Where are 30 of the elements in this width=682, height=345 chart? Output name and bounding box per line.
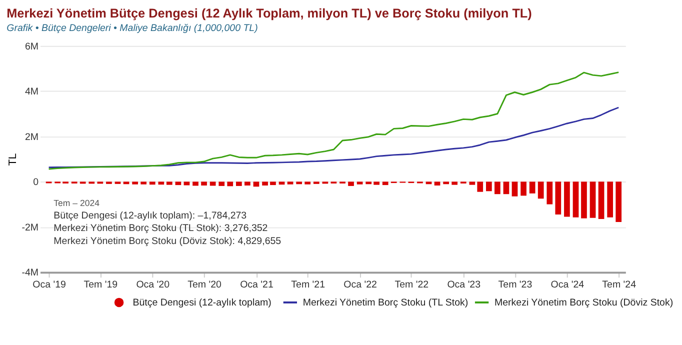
x-tick-label: Oca '22 [344,279,377,290]
y-tick-label: 0 [33,177,40,188]
x-tick-label: Tem '21 [291,279,326,290]
chart-subtitle: Grafik • Bütçe Dengeleri • Maliye Bakanlığı (1,000,000 TL) [6,23,258,34]
x-tick-label: Tem '22 [394,279,429,290]
annotation: Merkezi Yönetim Borç Stoku (TL Stok): 3,276,352 [54,223,268,234]
y-tick-label: 2M [24,132,39,143]
y-tick-label: -4M [22,268,39,279]
annotation: Bütçe Dengesi (12-aylık toplam): –1,784,273 [54,210,247,222]
x-tick-label: Tem '23 [498,279,532,290]
x-tick-label: Tem '19 [84,279,118,290]
legend-label: Bütçe Dengesi (12-aylık toplam) [132,297,272,308]
x-tick-label: Oca '24 [550,279,585,290]
y-axis-title: TL [6,153,19,166]
y-tick-label: 4M [24,86,39,98]
annotation: Merkezi Yönetim Borç Stoku (Döviz Stok): 4,829,655 [54,236,282,247]
x-tick-label: Oca '21 [240,279,274,290]
annotation: Tem – 2024 [54,198,100,208]
x-tick-label: Oca '20 [136,279,170,290]
x-tick-label: Tem '24 [602,279,637,290]
y-tick-label: -2M [22,222,39,234]
legend-label: Merkezi Yönetim Borç Stoku (Döviz Stok) [494,297,674,308]
x-tick-label: Oca '19 [32,279,66,290]
x-tick-label: Oca '23 [447,279,481,290]
legend-label: Merkezi Yönetim Borç Stoku (TL Stok) [302,297,468,308]
y-tick-label: 6M [24,41,39,52]
line-series [48,72,620,170]
chart-title: Merkezi Yönetim Bütçe Dengesi (12 Aylık Toplam, milyon TL) ve Borç Stoku (milyon TL) [6,6,532,21]
line-series [48,106,620,168]
x-tick-label: Tem '20 [188,279,222,290]
